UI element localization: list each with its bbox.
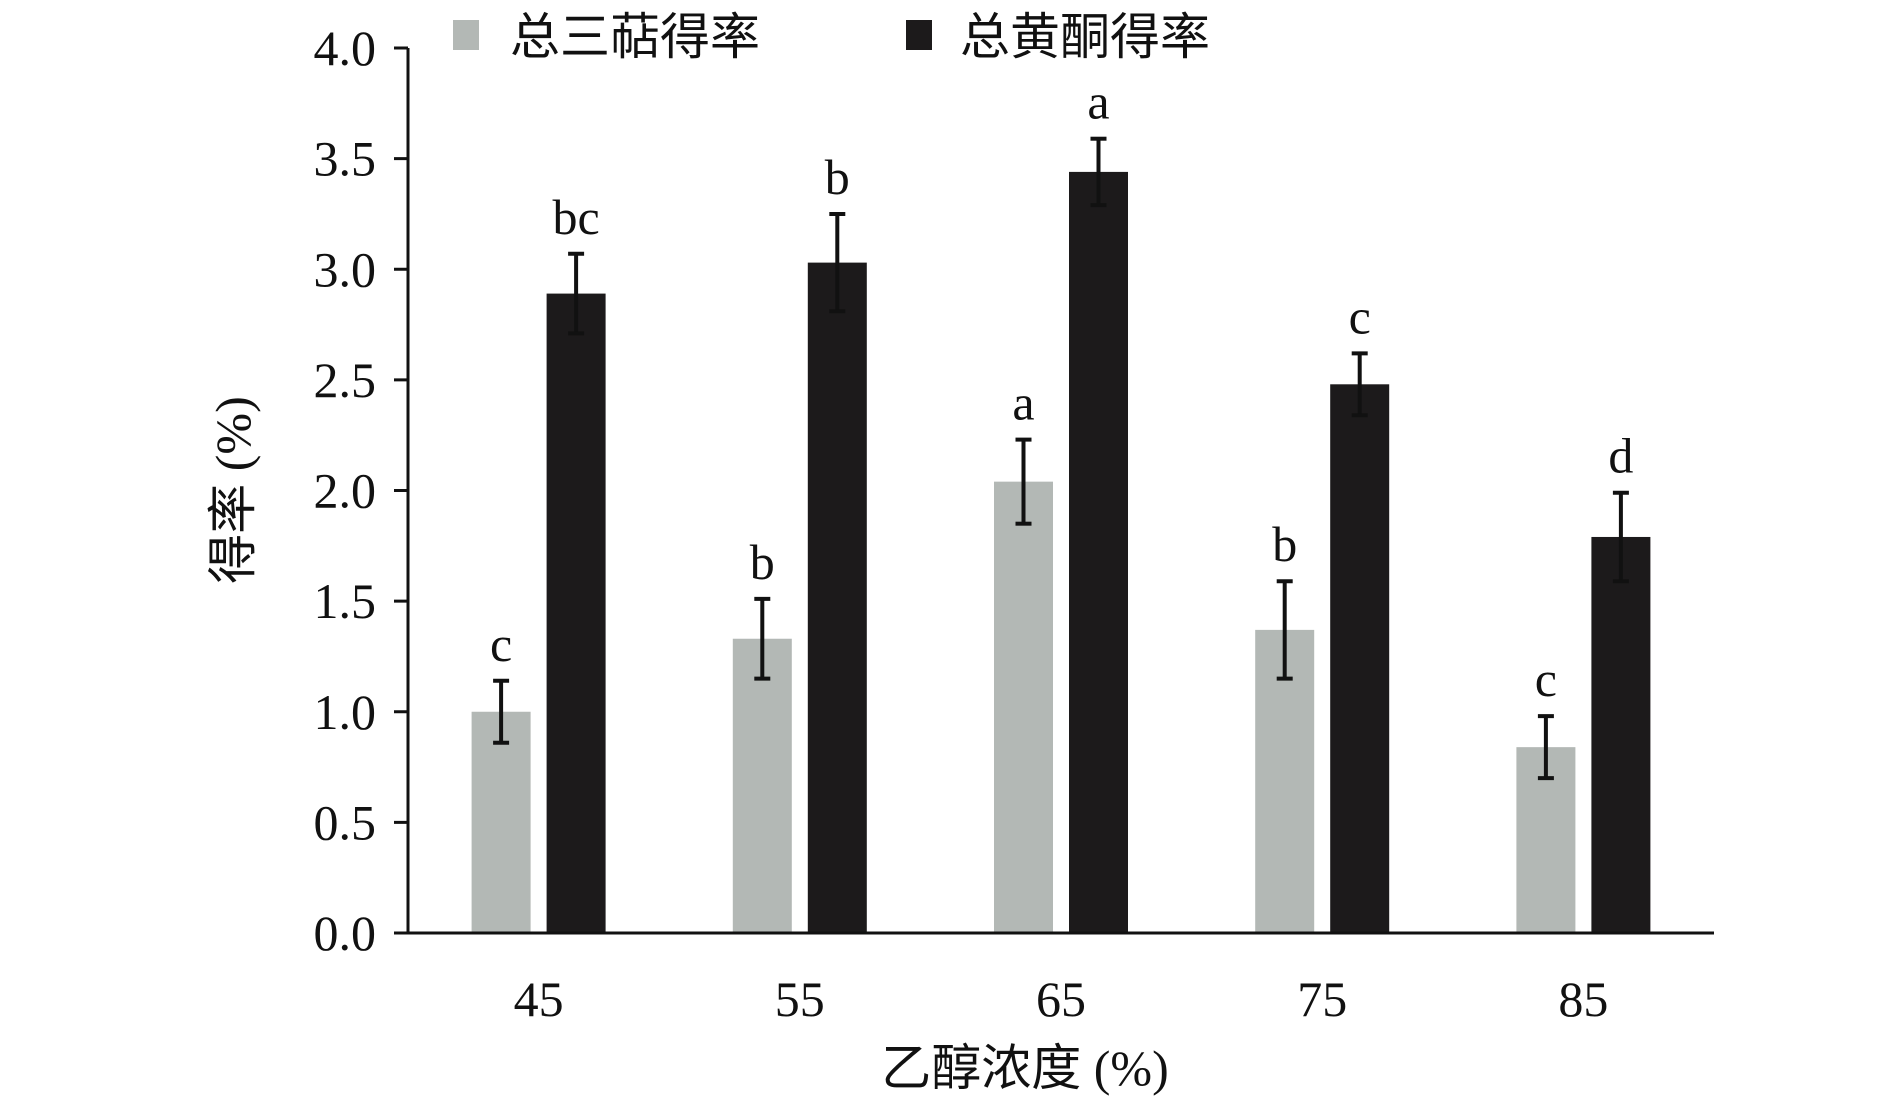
bar-flavonoid-65	[1069, 171, 1128, 933]
significance-label: b	[1272, 516, 1297, 572]
bar-flavonoid-55	[807, 262, 867, 933]
bars	[471, 171, 1651, 933]
y-tick-label: 3.5	[314, 131, 377, 187]
bar-flavonoid-75	[1330, 384, 1390, 933]
bar-flavonoid-85	[1591, 536, 1651, 933]
significance-label: bc	[552, 189, 599, 245]
significance-label: c	[490, 616, 512, 672]
significance-label: a	[1012, 375, 1034, 431]
x-tick-label: 85	[1558, 971, 1608, 1027]
y-tick-label: 1.0	[314, 684, 377, 740]
bar-triterpene-65	[994, 481, 1053, 933]
x-tick-label: 55	[775, 971, 825, 1027]
error-bars	[493, 136, 1629, 781]
significance-label: b	[825, 149, 850, 205]
x-axis-title: 乙醇浓度 (%)	[881, 1040, 1168, 1096]
y-tick-label: 3.0	[314, 241, 377, 297]
significance-label: d	[1608, 428, 1633, 484]
significance-label: a	[1087, 74, 1109, 130]
y-tick-label: 0.5	[314, 794, 377, 850]
legend-label-flavonoid: 总黄酮得率	[960, 9, 1210, 65]
legend-swatch-triterpene	[453, 20, 479, 50]
y-tick-label: 0.0	[314, 905, 377, 961]
bar-flavonoid-45	[546, 293, 606, 933]
y-tick-label: 2.5	[314, 352, 377, 408]
x-tick-label: 65	[1036, 971, 1086, 1027]
x-axis-tick-labels: 45 55 65 75 85	[514, 971, 1609, 1027]
y-tick-label: 2.0	[314, 463, 377, 519]
y-tick-label: 1.5	[314, 573, 377, 629]
significance-label: c	[1349, 288, 1371, 344]
x-tick-label: 75	[1297, 971, 1347, 1027]
y-axis-title: 得率 (%)	[205, 396, 261, 583]
significance-label: c	[1535, 651, 1557, 707]
y-axis-ticks: 0.0 0.5 1.0 1.5 2.0 2.5 3.0 3.5 4.0	[314, 20, 408, 961]
legend-label-triterpene: 总三萜得率	[510, 9, 760, 65]
significance-label: b	[750, 534, 775, 590]
x-tick-label: 45	[514, 971, 564, 1027]
legend-swatch-flavonoid	[906, 20, 932, 50]
bar-triterpene-45	[471, 711, 531, 933]
bar-triterpene-55	[732, 638, 792, 933]
legend: 总三萜得率 总黄酮得率	[453, 9, 1210, 65]
y-tick-label: 4.0	[314, 20, 377, 76]
